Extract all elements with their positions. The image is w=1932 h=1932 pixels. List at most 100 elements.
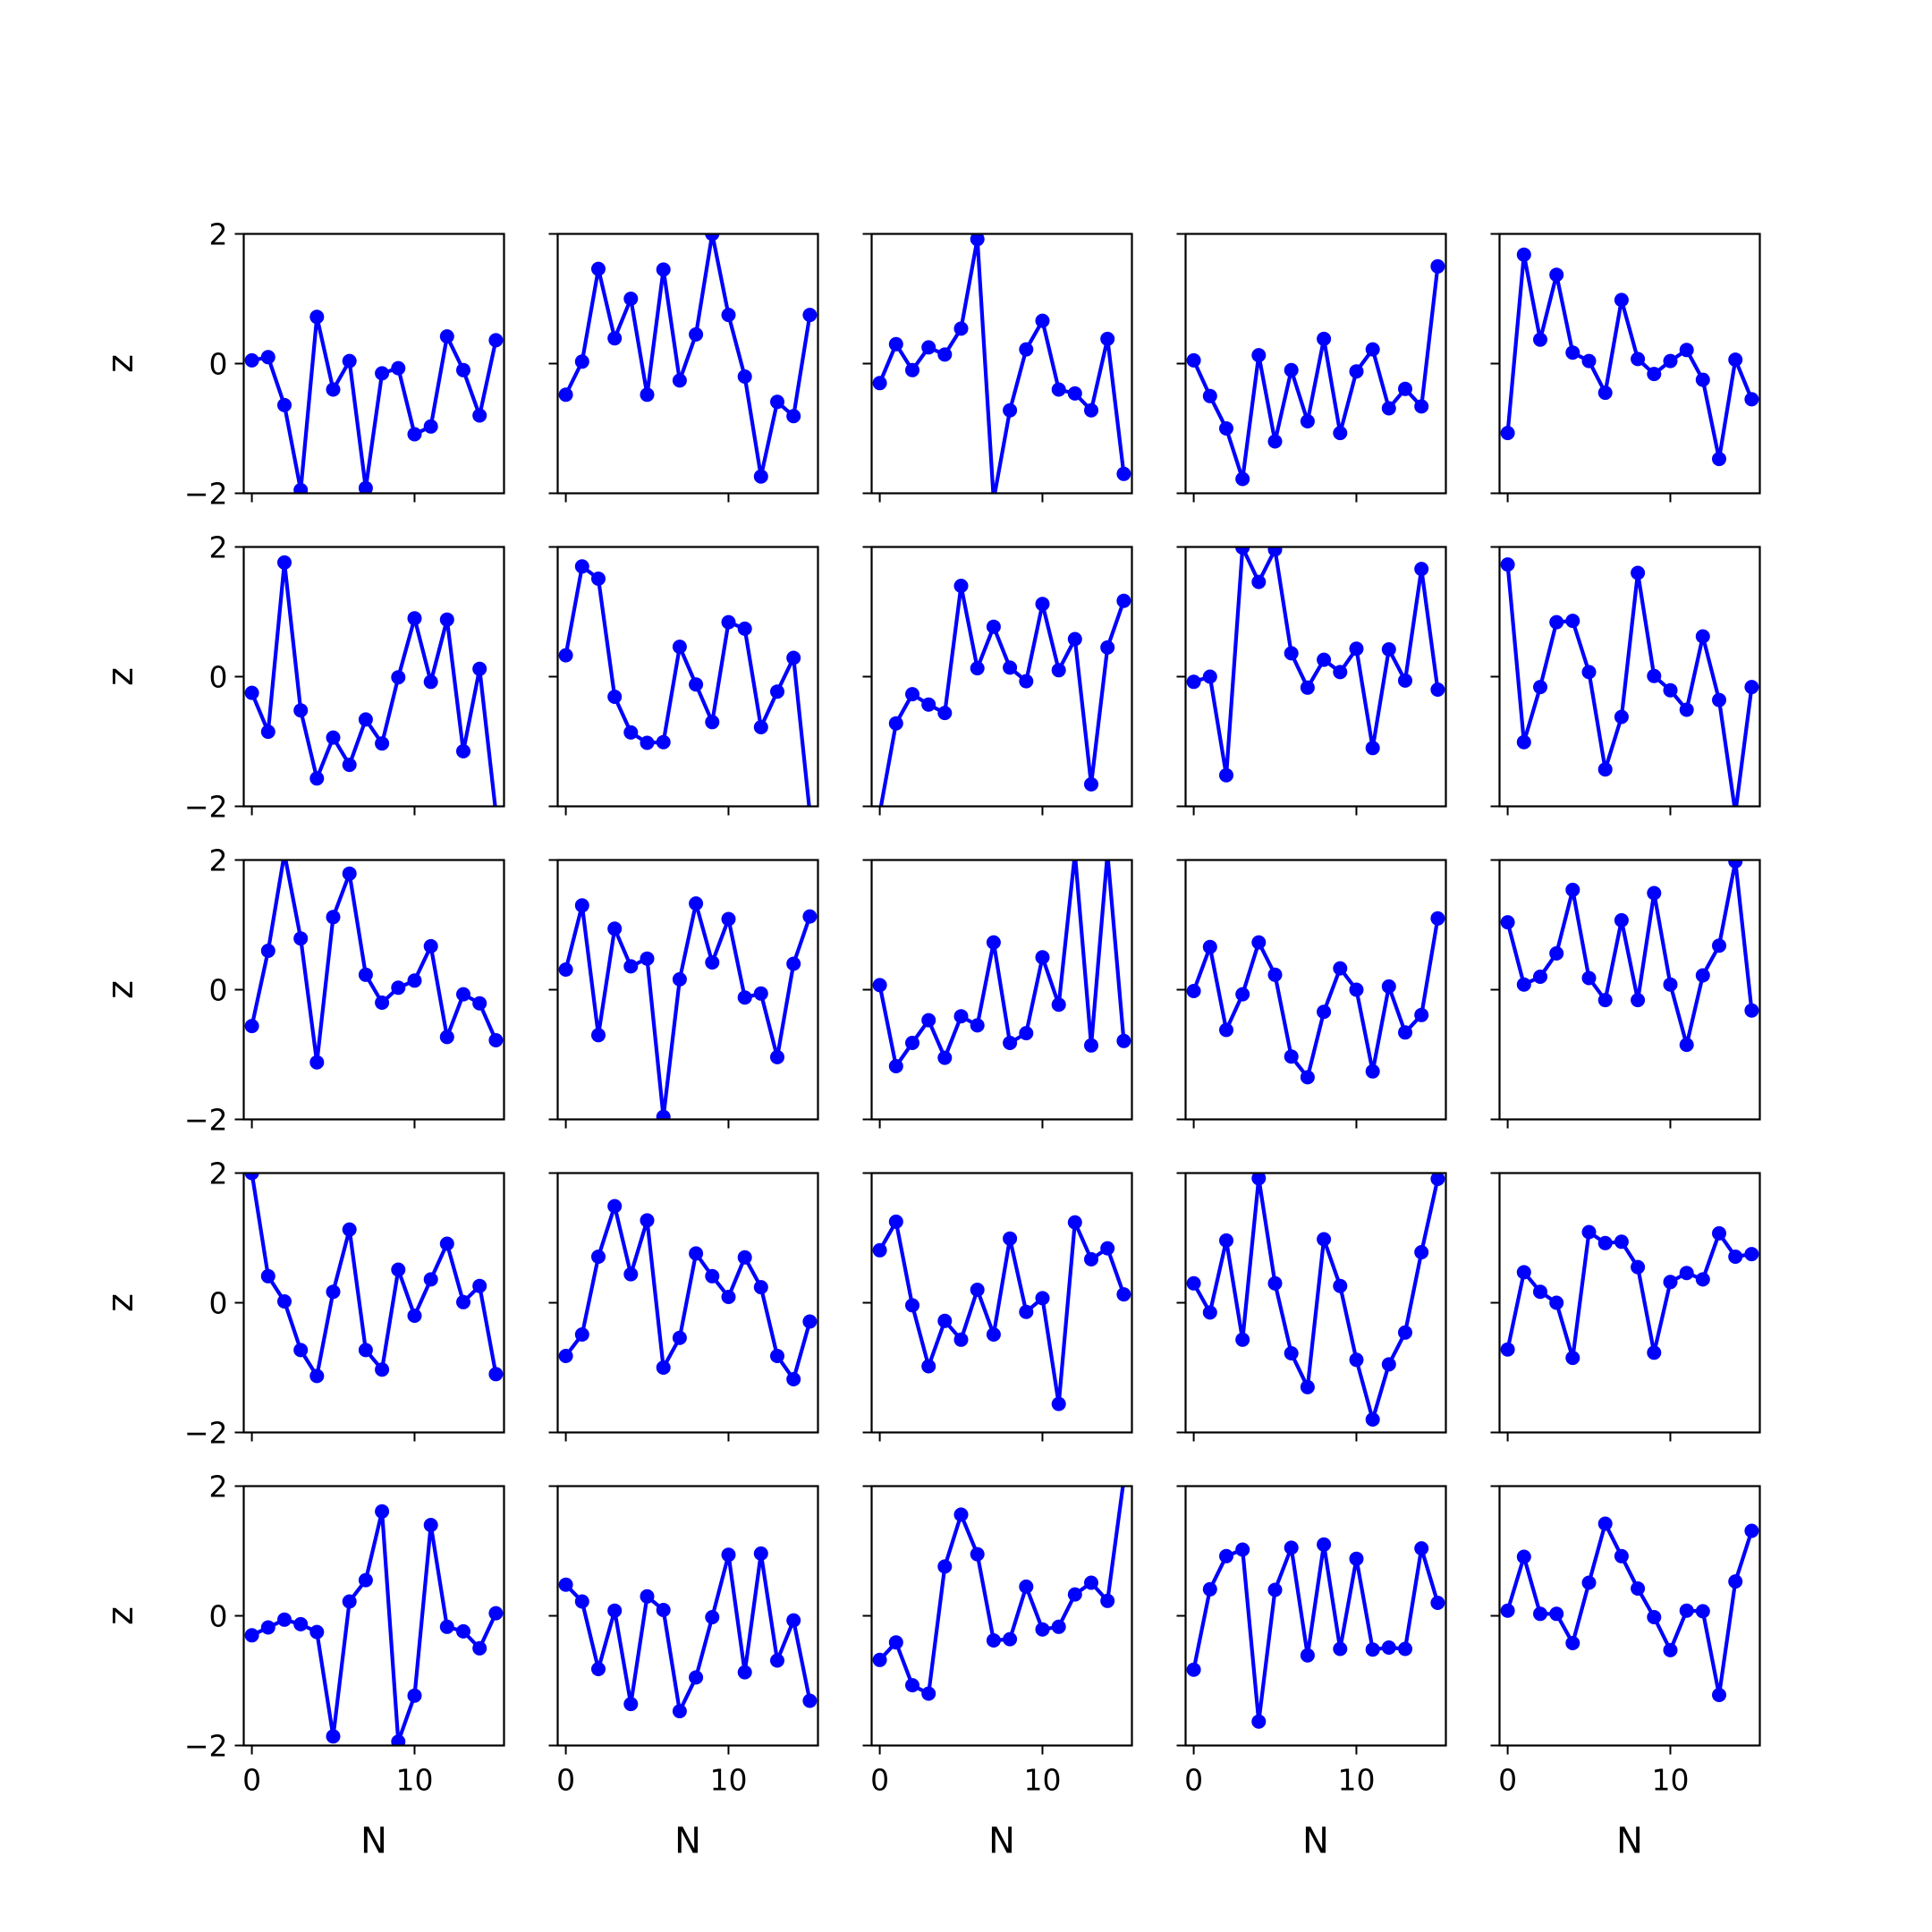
data-point — [260, 350, 275, 365]
data-point — [1284, 1346, 1299, 1360]
series-line — [1191, 1542, 1440, 1724]
data-point — [1067, 386, 1082, 401]
data-point — [1581, 665, 1597, 680]
data-point — [309, 771, 325, 786]
y-tick-label: 0 — [209, 1286, 228, 1321]
data-point — [1565, 614, 1580, 629]
data-point — [1744, 680, 1759, 695]
data-point — [1597, 762, 1613, 777]
data-point — [1019, 1579, 1034, 1594]
data-point — [986, 1633, 1001, 1648]
data-point — [1695, 1272, 1710, 1287]
data-point — [770, 394, 784, 410]
data-point — [244, 1628, 259, 1643]
series-line — [1505, 1521, 1754, 1698]
series-line — [564, 1204, 812, 1382]
data-point — [1235, 471, 1250, 487]
data-point — [970, 1283, 985, 1297]
data-point — [1267, 1275, 1283, 1291]
data-point — [591, 1250, 606, 1264]
data-point — [1202, 669, 1217, 684]
x-axis-label: N — [1302, 1821, 1329, 1862]
series-line — [1191, 918, 1440, 1080]
data-point — [705, 233, 720, 242]
data-point — [1084, 776, 1098, 792]
data-point — [1414, 1541, 1429, 1556]
data-point — [672, 373, 687, 388]
data-point — [937, 1313, 953, 1328]
data-point — [1100, 1593, 1115, 1608]
subplot-r2-c4 — [1176, 546, 1447, 816]
data-point — [1695, 1604, 1710, 1619]
data-point — [407, 611, 422, 626]
data-point — [1051, 1396, 1066, 1411]
data-point — [574, 1594, 589, 1609]
series-line — [878, 583, 1126, 807]
data-point — [937, 706, 953, 721]
data-point — [456, 743, 470, 758]
data-point — [591, 1662, 606, 1676]
data-point — [623, 1267, 639, 1282]
data-point — [1549, 945, 1564, 961]
series-line — [1505, 860, 1754, 1047]
data-point — [1728, 1574, 1743, 1589]
data-point — [439, 1030, 454, 1045]
data-point — [1300, 414, 1315, 428]
data-point — [689, 326, 704, 342]
data-point — [1565, 882, 1580, 897]
axes-frame — [1498, 859, 1761, 1121]
data-point — [1533, 680, 1547, 695]
data-point — [721, 911, 736, 927]
data-point — [1631, 1581, 1646, 1596]
data-point — [1019, 674, 1034, 689]
data-point — [1202, 388, 1217, 403]
data-point — [1695, 968, 1710, 983]
data-point — [1549, 267, 1564, 283]
data-point — [574, 354, 589, 369]
data-point — [277, 1612, 292, 1627]
data-point — [326, 910, 341, 925]
data-point — [1533, 1284, 1547, 1300]
data-point — [1116, 1287, 1131, 1302]
data-point — [689, 1246, 704, 1261]
data-point — [375, 1362, 390, 1377]
data-point — [391, 1734, 406, 1746]
data-point — [1744, 392, 1759, 407]
series-line — [564, 901, 812, 1119]
data-point — [905, 1036, 919, 1050]
x-axis-label: N — [988, 1821, 1015, 1862]
data-point — [953, 321, 969, 336]
data-point — [872, 978, 887, 993]
data-point — [375, 366, 390, 381]
data-point — [1597, 1516, 1613, 1531]
data-point — [1631, 565, 1646, 580]
data-point — [1381, 979, 1396, 994]
data-point — [1663, 682, 1678, 698]
data-point — [705, 1268, 720, 1284]
series-group — [1186, 1537, 1445, 1729]
data-point — [1067, 1587, 1082, 1602]
subplot-r5-c4: 0 10N — [1176, 1485, 1447, 1862]
data-point — [937, 1559, 953, 1574]
data-point — [1663, 1642, 1678, 1657]
data-point — [1516, 1549, 1531, 1564]
data-point — [623, 959, 639, 974]
data-point — [721, 614, 736, 630]
data-point — [1565, 1351, 1580, 1366]
subplot-r2-c3 — [862, 546, 1133, 816]
data-point — [1533, 970, 1547, 984]
data-point — [1398, 673, 1412, 688]
subplot-r4-c3 — [862, 1172, 1133, 1442]
series-line — [878, 1486, 1125, 1696]
data-point — [672, 1330, 687, 1345]
series-group — [1500, 860, 1759, 1053]
data-point — [1430, 1173, 1445, 1186]
data-point — [293, 931, 309, 946]
series-line — [564, 233, 812, 479]
data-point — [1549, 1606, 1564, 1622]
data-point — [1500, 557, 1515, 572]
data-point — [488, 333, 504, 348]
data-point — [1333, 961, 1348, 976]
data-point — [1695, 629, 1710, 644]
data-point — [1051, 382, 1066, 397]
